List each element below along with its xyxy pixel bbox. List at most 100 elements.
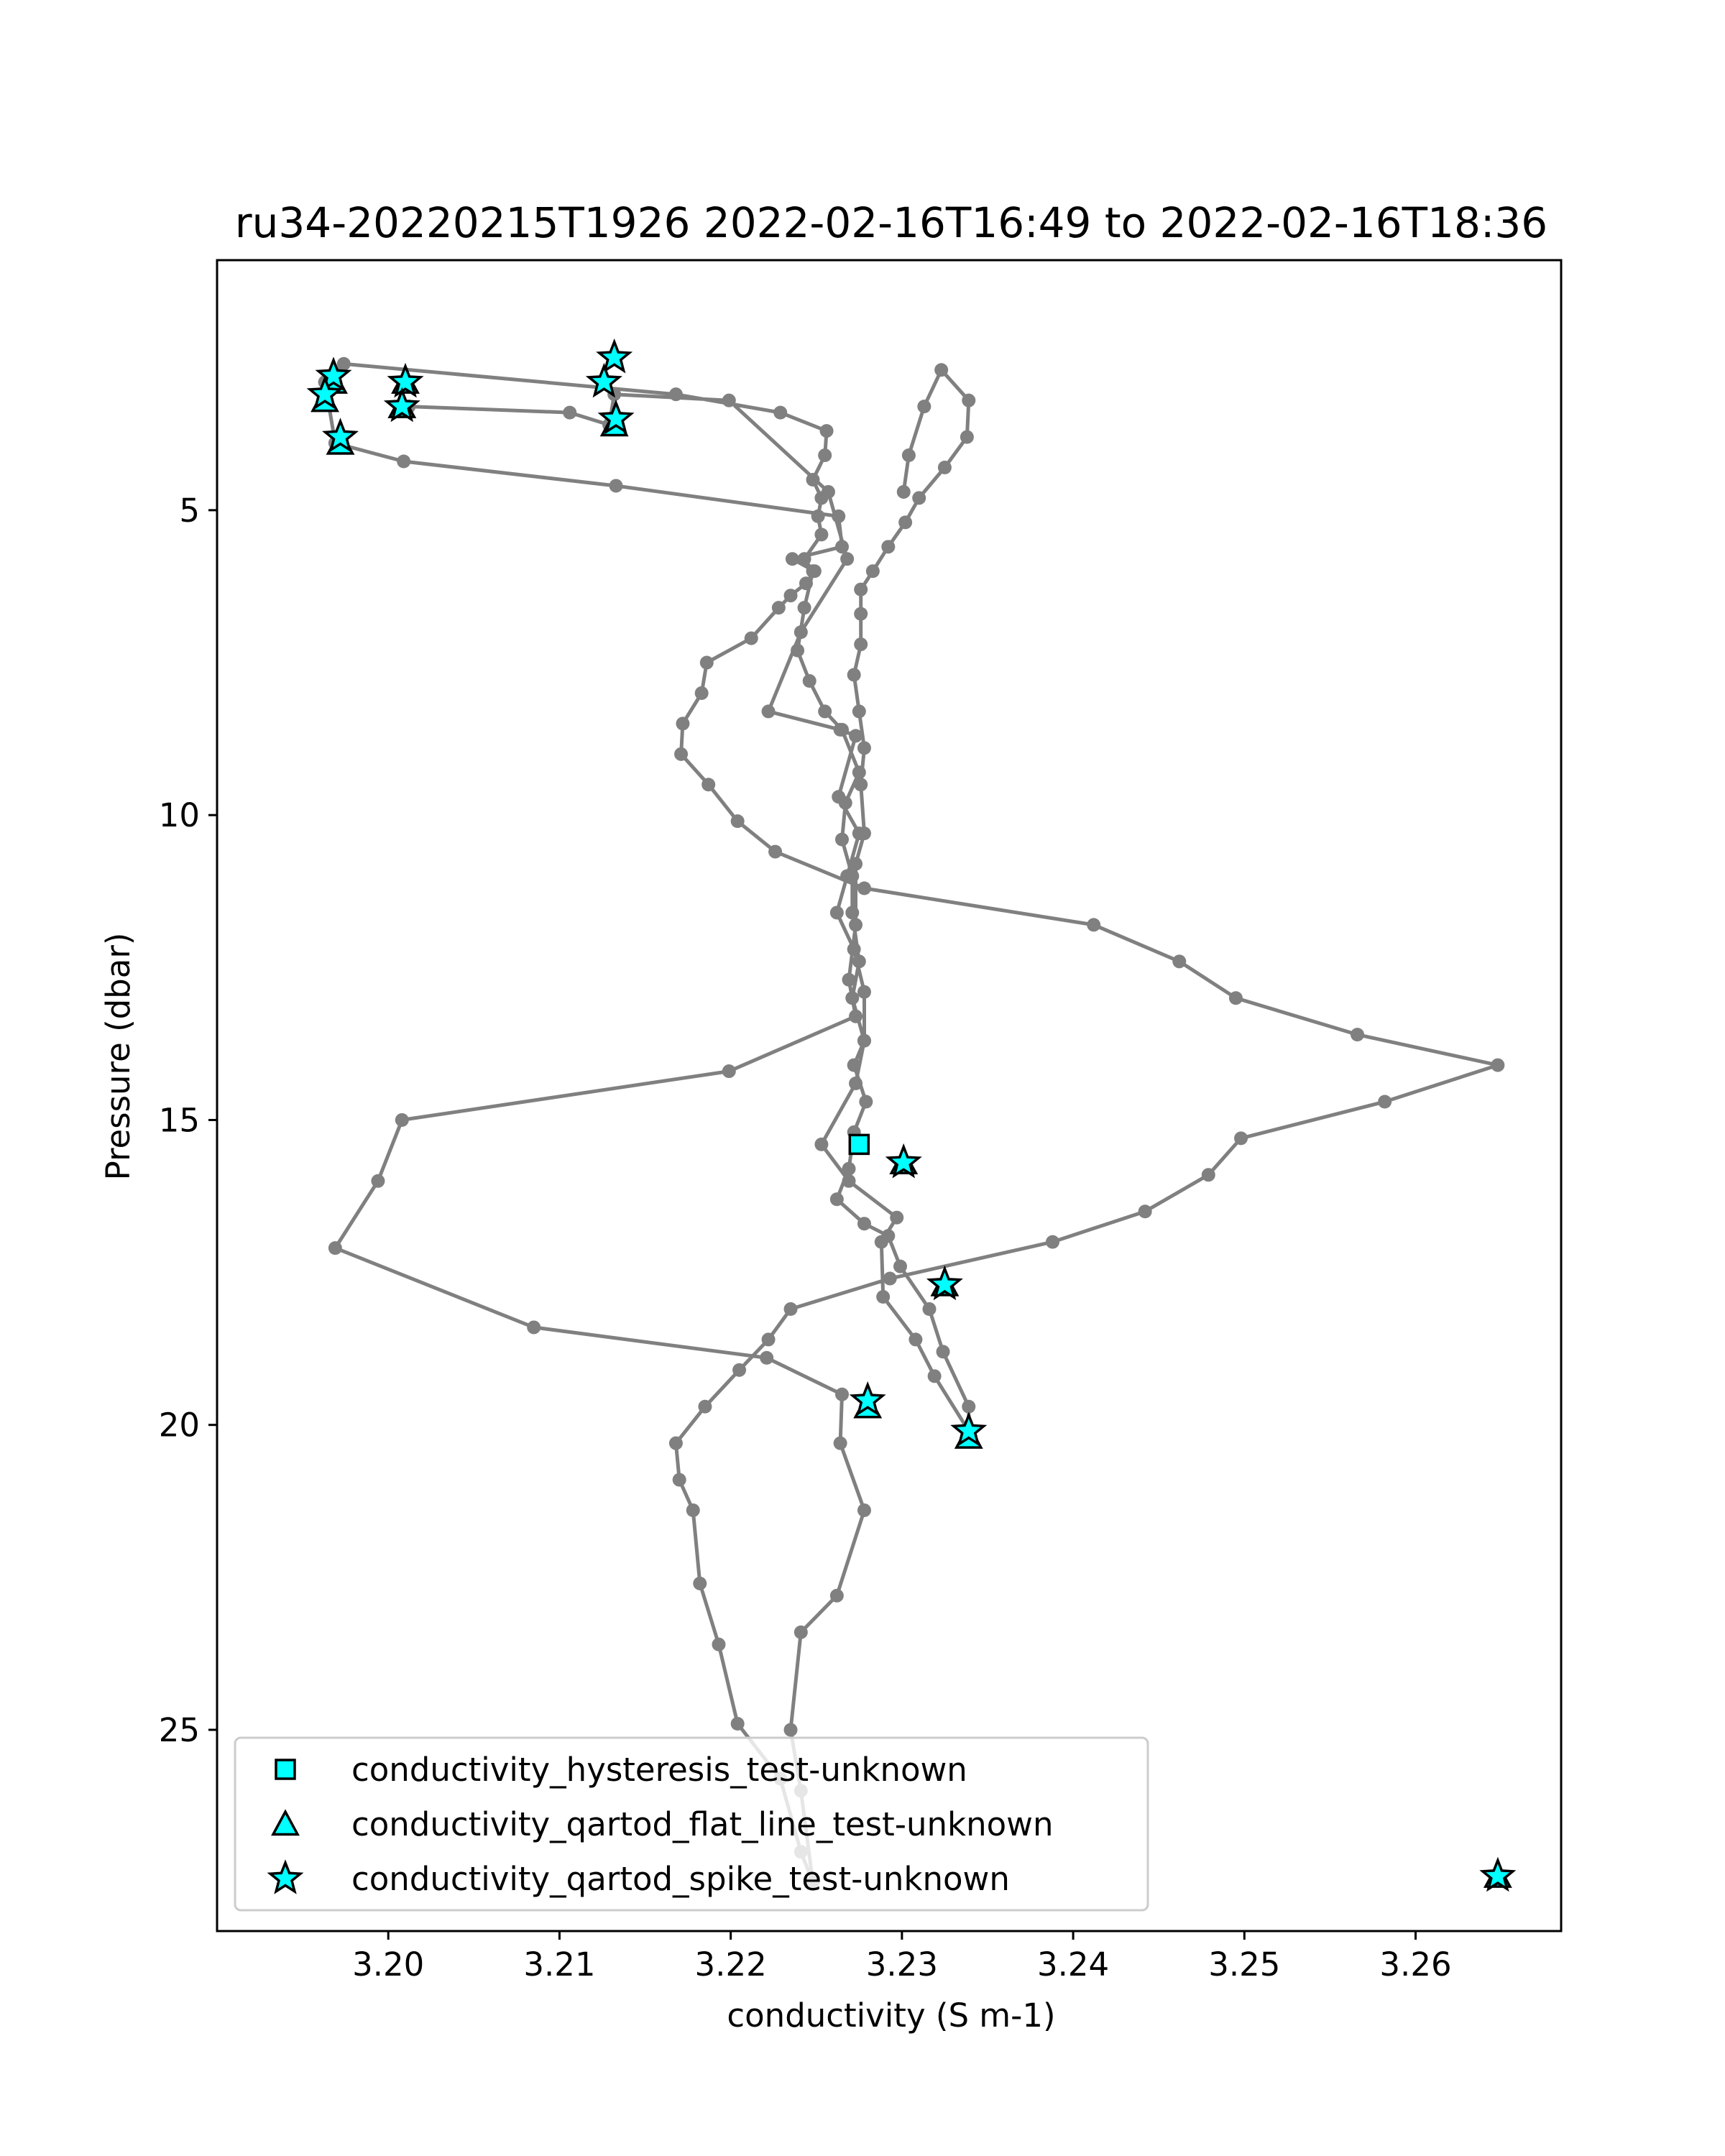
profile-point (852, 954, 866, 969)
profile-point (849, 857, 863, 871)
profile-point (936, 1345, 950, 1359)
profile-point (927, 1369, 942, 1383)
profile-point (699, 655, 714, 670)
x-tick-label: 3.22 (695, 1945, 767, 1984)
profile-point (712, 1637, 726, 1651)
profile-point (730, 1716, 745, 1731)
profile-point (896, 484, 911, 499)
legend-marker-star (267, 1859, 304, 1894)
legend-label: conductivity_qartod_spike_test-unknown (351, 1860, 1010, 1898)
flag-marker-square (848, 1133, 870, 1156)
flag-marker-star (1479, 1856, 1517, 1892)
profile-point (336, 356, 351, 371)
profile-point (761, 704, 776, 719)
flag-marker-star (597, 399, 635, 435)
profile-point (857, 1217, 871, 1231)
profile-point (771, 601, 786, 615)
profile-point (609, 479, 623, 493)
profile-point (845, 991, 860, 1005)
profile-point (845, 869, 860, 883)
profile-point (854, 582, 868, 596)
profile-point (829, 1192, 844, 1207)
profile-point (857, 881, 871, 895)
legend: conductivity_hysteresis_test-unknowncond… (234, 1736, 1149, 1912)
profile-point (1138, 1204, 1152, 1219)
profile-point (847, 1058, 861, 1072)
profile-point (773, 405, 788, 420)
profile-point (838, 796, 852, 810)
x-tick-label: 3.20 (352, 1945, 424, 1984)
flag-marker-star (950, 1411, 988, 1447)
profile-point (668, 1436, 683, 1450)
profile-point (898, 515, 913, 530)
profile-point (842, 972, 856, 987)
profile-point (783, 1302, 798, 1316)
profile-point (1201, 1168, 1215, 1182)
profile-point (840, 552, 855, 566)
profile-point (857, 985, 871, 999)
legend-label: conductivity_qartod_flat_line_test-unkno… (351, 1805, 1053, 1843)
profile-point (922, 1302, 937, 1316)
profile-point (857, 1503, 871, 1518)
profile-point (783, 1723, 798, 1737)
profile-point (1228, 991, 1243, 1005)
profile-point (876, 1290, 891, 1304)
profile-point (761, 1332, 776, 1347)
x-tick-label: 3.24 (1037, 1945, 1109, 1984)
profile-point (854, 607, 868, 621)
profile-point (852, 765, 866, 780)
profile-point (829, 1588, 844, 1603)
legend-label: conductivity_hysteresis_test-unknown (351, 1751, 967, 1789)
flag-marker-star (306, 374, 344, 410)
flag-marker-star (585, 362, 622, 398)
profile-point (785, 552, 799, 566)
profile-point (693, 1576, 707, 1590)
profile-point (698, 1399, 712, 1414)
flag-marker-star (383, 387, 420, 423)
profile-point (912, 491, 926, 505)
profile-point (833, 1436, 847, 1450)
profile-point (901, 448, 916, 463)
profile-point (917, 400, 932, 414)
profile-point (702, 778, 716, 792)
profile-point (834, 722, 849, 737)
profile-point (849, 918, 863, 932)
y-tick-label: 20 (159, 1406, 200, 1445)
profile-point (676, 717, 690, 731)
profile-point (849, 1077, 863, 1091)
profile-point (730, 814, 745, 829)
profile-point (890, 1210, 904, 1225)
profile-point (829, 906, 844, 920)
profile-point (397, 454, 411, 469)
profile-point (1045, 1235, 1059, 1249)
profile-point (842, 1174, 856, 1188)
y-tick-label: 5 (179, 492, 200, 530)
legend-marker-triangle (271, 1809, 300, 1836)
profile-point (814, 1137, 829, 1151)
profile-point (834, 1387, 849, 1401)
profile-point (791, 643, 805, 658)
profile-point (674, 747, 689, 761)
legend-marker-square (275, 1759, 296, 1780)
y-tick-label: 25 (159, 1711, 200, 1749)
profile-point (794, 1625, 808, 1639)
profile-point (859, 1095, 873, 1109)
profile-point (962, 393, 976, 407)
profile-point (834, 832, 849, 847)
profile-point (819, 424, 834, 438)
profile-point (807, 564, 822, 579)
flag-marker-star (596, 338, 633, 374)
profile-point (1491, 1058, 1505, 1072)
y-axis-label: Pressure (dbar) (99, 933, 137, 1181)
profile-point (794, 625, 808, 640)
profile-point (818, 704, 832, 719)
flag-marker-star (387, 362, 424, 398)
profile-point (395, 1112, 409, 1127)
profile-point (799, 576, 813, 591)
profile-point (797, 601, 811, 615)
profile-point (802, 673, 816, 688)
profile-point (686, 1503, 700, 1518)
flag-marker-star (322, 418, 359, 453)
flag-marker-star (315, 356, 352, 392)
